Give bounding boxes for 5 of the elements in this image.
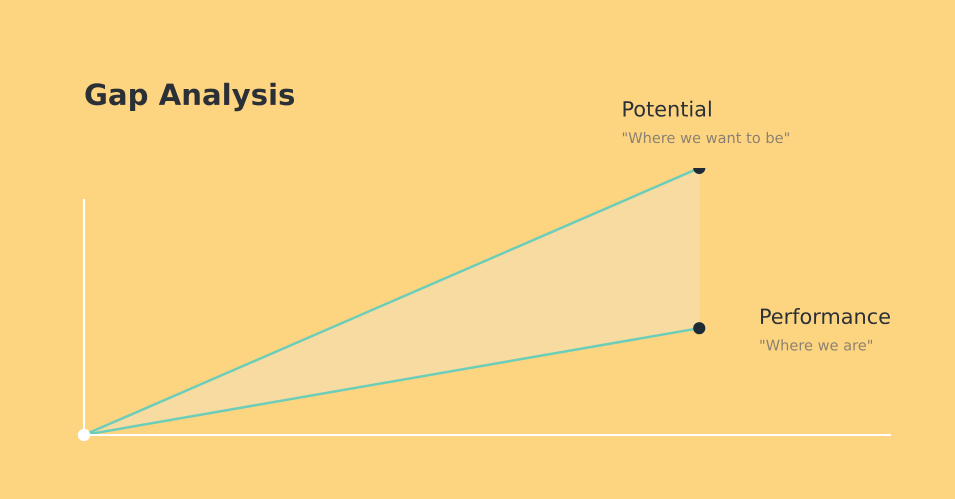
text: Potential [624, 100, 711, 117]
annotation: "Where we are" [760, 339, 872, 351]
text: "Where we want to be" [622, 132, 789, 144]
text: Performance [761, 308, 890, 324]
chart-title: Gap Analysis [85, 82, 294, 112]
